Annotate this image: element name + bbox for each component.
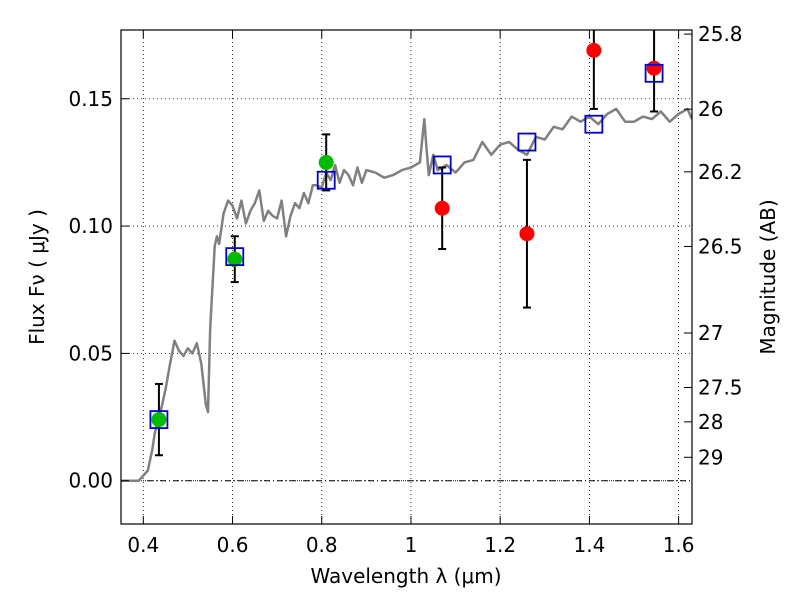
x-axis-ticks: 0.4 0.6 0.8 1 1.2 1.4 1.6 — [127, 30, 695, 557]
x-tick-label: 1.6 — [663, 533, 695, 557]
y-tick-label: 0.05 — [68, 341, 113, 365]
red-observed-point — [519, 226, 535, 242]
y-tick-label: 0.10 — [68, 214, 113, 238]
red-observed-point — [434, 200, 450, 216]
x-tick-label: 1.4 — [573, 533, 605, 557]
model-photometry-box — [584, 114, 604, 134]
green-observed-point — [151, 412, 167, 428]
model-spectrum-line — [121, 107, 692, 482]
y-axis-ticks: 0.00 0.05 0.10 0.15 — [68, 87, 129, 493]
magnitude-tick-label: 27.5 — [698, 376, 743, 400]
y-tick-label: 0.00 — [68, 469, 113, 493]
red-observed-point — [646, 60, 662, 76]
green-observed-point — [227, 251, 243, 267]
model-photometry-box — [432, 155, 452, 175]
x-tick-label: 0.6 — [217, 533, 249, 557]
x-tick-label: 1 — [405, 533, 418, 557]
green-observed-point — [318, 154, 334, 170]
magnitude-tick-label: 28 — [698, 410, 723, 434]
magnitude-tick-label: 26.5 — [698, 234, 743, 258]
magnitude-axis-label: Magnitude (AB) — [756, 199, 780, 354]
y-axis-label: Flux Fν ( μJy ) — [25, 209, 49, 345]
y-tick-label: 0.15 — [68, 87, 113, 111]
x-axis-label: Wavelength λ (μm) — [310, 564, 501, 588]
model-photometry-box — [316, 170, 336, 190]
model-photometry-box — [644, 63, 664, 83]
x-tick-label: 1.2 — [484, 533, 516, 557]
plot-frame — [120, 29, 693, 525]
data-marks — [149, 30, 664, 457]
model-photometry-box — [225, 247, 245, 267]
x-tick-label: 0.8 — [306, 533, 338, 557]
red-observed-point — [586, 42, 602, 58]
magnitude-tick-label: 27 — [698, 321, 723, 345]
model-photometry-box — [517, 132, 537, 152]
magnitude-axis-ticks: 25.8 26 26.2 26.5 27 27.5 28 29 — [684, 22, 743, 469]
magnitude-tick-label: 25.8 — [698, 22, 743, 46]
magnitude-tick-label: 26 — [698, 97, 723, 121]
x-tick-label: 0.4 — [127, 533, 159, 557]
magnitude-tick-label: 26.2 — [698, 160, 743, 184]
magnitude-tick-label: 29 — [698, 445, 723, 469]
model-photometry-box — [149, 410, 169, 429]
